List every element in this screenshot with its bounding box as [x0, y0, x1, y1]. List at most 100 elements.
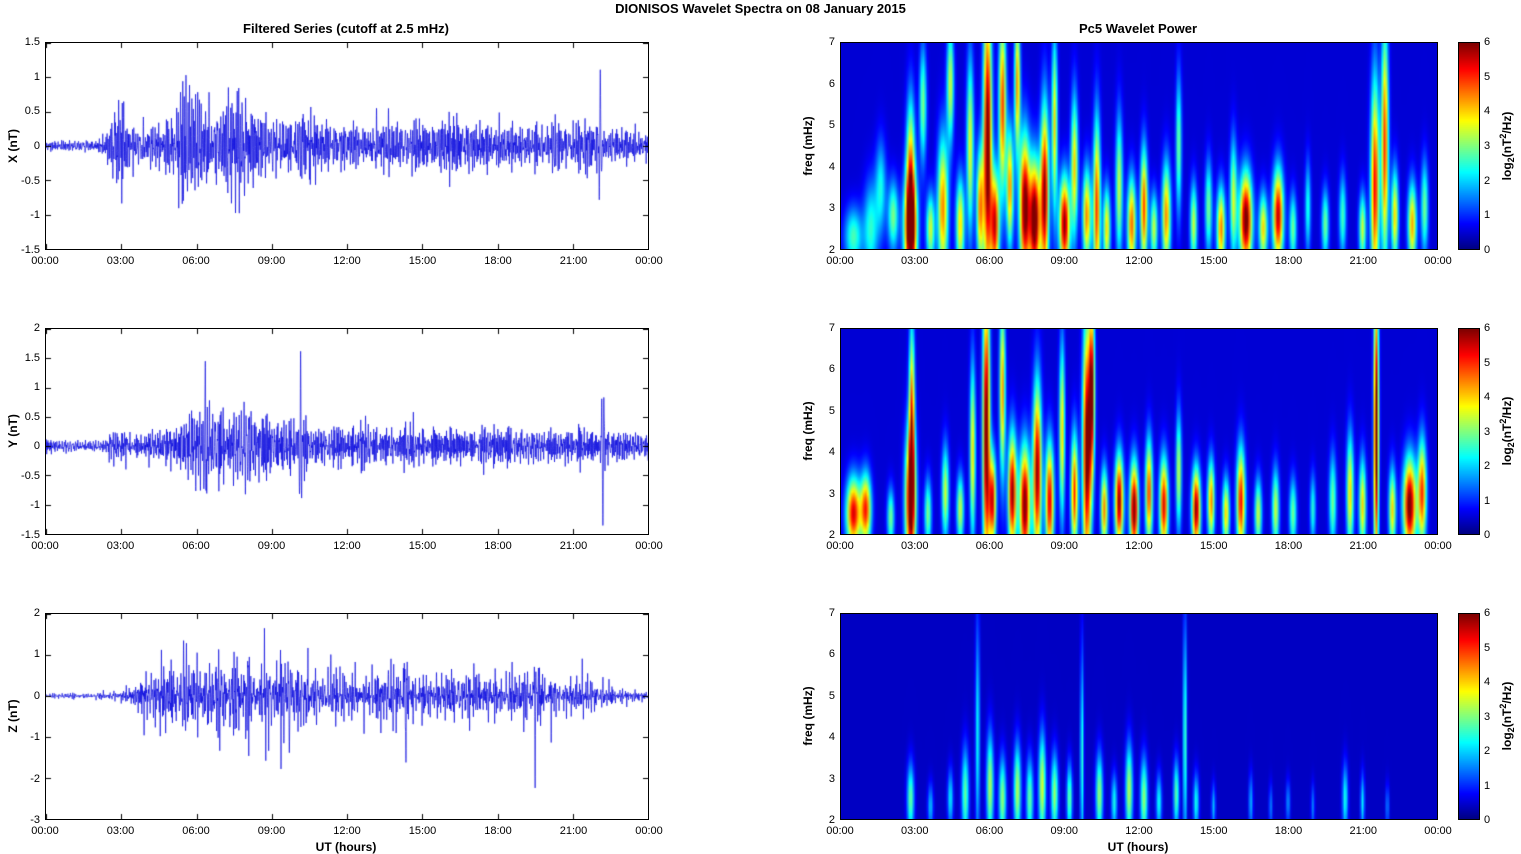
colorbar-tick-label: 2 — [1484, 745, 1491, 757]
colorbar-canvas — [1459, 43, 1479, 249]
spec-z-canvas — [841, 614, 1437, 819]
y-tick-label: 5 — [828, 119, 835, 132]
colorbar-tick-label: 6 — [1484, 607, 1491, 619]
y-tick-label: 2 — [33, 322, 40, 334]
x-tick-label: 21:00 — [1349, 540, 1378, 552]
y-tick-label: 2 — [828, 814, 835, 826]
y-tick-label: 1 — [33, 381, 40, 394]
y-tick-label: 4 — [828, 731, 835, 744]
colorbar-tick-label: 3 — [1484, 140, 1491, 152]
timeseries-x-plot — [45, 42, 649, 250]
y-tick-label: 2 — [33, 607, 40, 619]
x-tick-label: 03:00 — [106, 255, 135, 267]
x-tick-label: 06:00 — [975, 540, 1004, 552]
x-tick-label: 09:00 — [1050, 825, 1079, 837]
y-tick-label: 1 — [33, 70, 40, 83]
ylabel-freq-3: freq (mHz) — [801, 686, 815, 746]
x-tick-label: 03:00 — [900, 255, 929, 267]
x-tick-label: 06:00 — [975, 825, 1004, 837]
y-tick-label: 1.5 — [24, 36, 40, 48]
y-tick-label: 6 — [828, 77, 835, 90]
x-tick-label: 15:00 — [408, 255, 437, 267]
spectrogram-y-plot — [840, 328, 1438, 535]
x-tick-label: 03:00 — [106, 540, 135, 552]
colorbar-tick-label: 1 — [1484, 494, 1491, 507]
colorbar-y — [1458, 328, 1480, 535]
right-column-title: Pc5 Wavelet Power — [1078, 21, 1198, 36]
colorbar-tick-label: 5 — [1484, 70, 1491, 83]
x-tick-label: 15:00 — [408, 825, 437, 837]
spectrogram-z-plot — [840, 613, 1438, 820]
x-tick-label: 15:00 — [1199, 540, 1228, 552]
colorbar-tick-label: 0 — [1484, 244, 1491, 256]
y-tick-label: -1.5 — [21, 529, 40, 541]
x-tick-label: 00:00 — [826, 255, 854, 267]
timeseries-y-plot — [45, 328, 649, 535]
spectrogram-x-plot — [840, 42, 1438, 250]
x-tick-label: 09:00 — [1050, 540, 1079, 552]
x-tick-label: 03:00 — [900, 540, 929, 552]
xlabel-left: UT (hours) — [315, 840, 377, 854]
x-tick-label: 21:00 — [559, 540, 588, 552]
colorbar-tick-label: 0 — [1484, 814, 1491, 826]
x-tick-label: 12:00 — [1125, 825, 1153, 837]
colorbar-tick-label: 1 — [1484, 209, 1491, 222]
colorbar-label-2: log2(nT2/Hz) — [1497, 396, 1517, 466]
x-tick-label: 00:00 — [31, 255, 59, 267]
ylabel-freq-2: freq (mHz) — [801, 401, 815, 461]
x-tick-label: 09:00 — [1050, 255, 1079, 267]
x-tick-label: 21:00 — [1349, 255, 1378, 267]
left-column-title: Filtered Series (cutoff at 2.5 mHz) — [243, 21, 449, 36]
y-tick-label: 6 — [828, 363, 835, 376]
colorbar-tick-label: 5 — [1484, 641, 1491, 654]
x-tick-label: 00:00 — [31, 825, 59, 837]
figure-title: DIONISOS Wavelet Spectra on 08 January 2… — [615, 1, 906, 16]
y-tick-label: 3 — [828, 487, 835, 500]
x-tick-label: 21:00 — [1349, 825, 1378, 837]
colorbar-canvas — [1459, 614, 1479, 819]
colorbar-tick-label: 4 — [1484, 105, 1491, 118]
ylabel-freq-1: freq (mHz) — [801, 116, 815, 176]
y-tick-label: 7 — [828, 607, 835, 619]
colorbar-tick-label: 2 — [1484, 174, 1491, 187]
x-tick-label: 21:00 — [559, 825, 588, 837]
x-tick-label: 12:00 — [1125, 540, 1153, 552]
x-tick-label: 15:00 — [408, 540, 437, 552]
colorbar-label-1: log2(nT2/Hz) — [1497, 111, 1517, 181]
y-tick-label: 2 — [828, 244, 835, 256]
x-tick-label: 00:00 — [1424, 825, 1452, 837]
x-tick-label: 06:00 — [182, 825, 210, 837]
x-tick-label: 18:00 — [1274, 825, 1303, 837]
colorbar-canvas — [1459, 329, 1479, 534]
y-tick-label: -2 — [30, 772, 40, 785]
colorbar-x — [1458, 42, 1480, 250]
colorbar-tick-label: 4 — [1484, 391, 1491, 403]
x-tick-label: 12:00 — [333, 825, 361, 837]
x-tick-label: 12:00 — [333, 255, 361, 267]
x-tick-label: 18:00 — [484, 825, 512, 837]
y-tick-label: 4 — [828, 160, 835, 173]
x-tick-label: 09:00 — [257, 540, 286, 552]
ylabel-z: Z (nT) — [6, 699, 20, 733]
y-tick-label: -0.5 — [21, 469, 40, 482]
y-tick-label: 3 — [828, 772, 835, 785]
y-tick-label: 0.5 — [24, 410, 40, 423]
x-tick-label: 18:00 — [1274, 255, 1303, 267]
x-tick-label: 18:00 — [1274, 540, 1303, 552]
y-tick-label: 4 — [828, 446, 835, 459]
x-tick-label: 00:00 — [826, 540, 854, 552]
x-tick-label: 09:00 — [257, 255, 286, 267]
y-tick-label: -0.5 — [21, 174, 40, 187]
x-tick-label: 15:00 — [1199, 825, 1228, 837]
ylabel-x: X (nT) — [6, 129, 20, 163]
timeseries-z-plot — [45, 613, 649, 820]
y-tick-label: 7 — [828, 322, 835, 334]
ts-x-canvas — [46, 43, 648, 249]
x-tick-label: 21:00 — [559, 255, 588, 267]
x-tick-label: 18:00 — [484, 255, 512, 267]
y-tick-label: 0 — [33, 689, 40, 702]
y-tick-label: 0 — [33, 140, 40, 152]
y-tick-label: -1 — [30, 499, 40, 512]
x-tick-label: 06:00 — [182, 255, 210, 267]
